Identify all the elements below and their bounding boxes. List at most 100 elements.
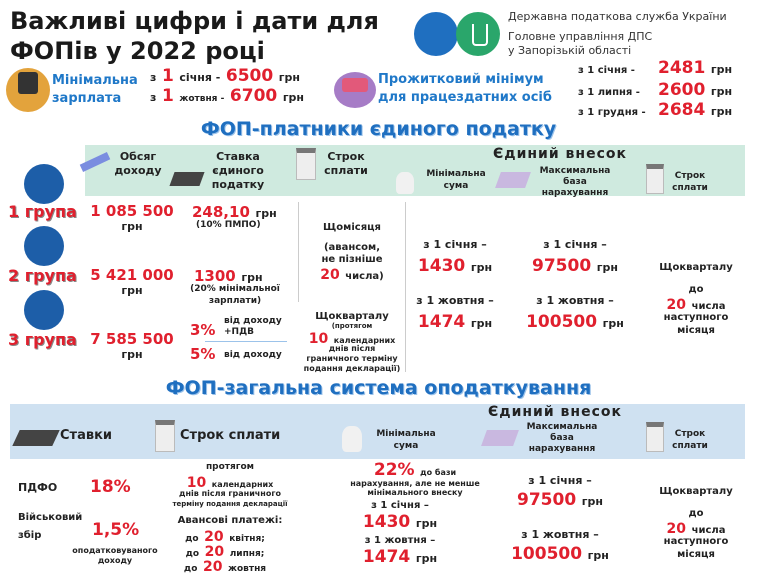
esv-max-date-1: з 1 січня –	[543, 238, 607, 251]
military-note-2: доходу	[97, 556, 133, 565]
esv-min-date-2: з 1 жовтня –	[416, 294, 494, 307]
date: з 1 грудня -	[578, 107, 646, 118]
value: 6500	[225, 66, 274, 86]
unit: грн	[710, 63, 733, 76]
value: 2600	[658, 80, 706, 100]
group-2-income-unit: грн	[121, 284, 143, 297]
note: числа	[691, 301, 726, 312]
value: 1474	[362, 547, 411, 567]
deadline-quarterly-note-1: (протягом	[331, 322, 373, 330]
deadline-line-1: протягом	[205, 462, 255, 472]
deadline-quarterly-days-row: 10 календарних	[300, 328, 404, 347]
deadline-monthly-note-2: не пізніше	[321, 254, 383, 265]
org-department: Головне управління ДПС	[508, 30, 653, 43]
header-max-base: Максимальна база нарахування	[539, 166, 611, 198]
team-people-icon	[24, 290, 64, 330]
unit: грн	[470, 317, 493, 330]
trident-logo-icon	[456, 12, 500, 56]
note: до бази	[420, 468, 457, 477]
esv-deadline-line-1: Щокварталу	[659, 262, 733, 273]
group-3-rate-2: 5%	[190, 345, 216, 363]
prefix: до	[183, 564, 198, 574]
cake-icon	[334, 72, 376, 108]
group-3-label: 3 група	[8, 330, 77, 349]
deadline-monthly-day-row: 20 числа)	[300, 264, 404, 283]
header-max-base: Максимальна база нарахування	[526, 422, 598, 454]
general-esv-deadline-line-5: місяця	[677, 549, 715, 560]
divider	[298, 202, 299, 302]
header-esv-deadline: Строк сплати	[672, 429, 708, 451]
group-3-income-unit: грн	[121, 348, 143, 361]
unit: грн	[581, 495, 603, 508]
calendar-icon	[646, 422, 664, 452]
group-2-label: 2 група	[8, 266, 77, 285]
wallet-icon	[6, 68, 50, 112]
deadline-line-4: терміну подання декларації	[172, 500, 288, 508]
calendar-icon	[296, 148, 316, 180]
deadline-quarterly-title: Щокварталу	[315, 311, 389, 322]
group-2-rate-note: (20% мінімальної зарплати)	[190, 284, 280, 306]
divider	[205, 341, 287, 342]
value: 1300	[194, 267, 236, 285]
max-value-1: 97500 грн	[500, 490, 620, 510]
general-section-title: ФОП-загальна система оподаткування	[165, 377, 592, 399]
subsistence-row-1: з 1 січня - 2481 грн	[578, 58, 732, 78]
group-1-rate-note: (10% ПМПО)	[196, 220, 261, 230]
esv-max-value-2: 100500 грн	[520, 312, 630, 332]
money-bag-icon	[342, 426, 362, 452]
unit: грн	[415, 517, 438, 530]
value: 1430	[417, 256, 466, 276]
org-region: у Запорізькій області	[508, 44, 632, 57]
day: 20	[202, 559, 223, 575]
value: 100500	[526, 312, 598, 332]
calendar-icon	[155, 420, 175, 452]
unit: грн	[255, 207, 277, 220]
day: 1	[161, 86, 174, 106]
min-note-2: нарахування, але не менше	[350, 479, 480, 488]
subsistence-label-2: для працездатних осіб	[378, 90, 552, 105]
value: 100500	[511, 544, 583, 564]
min-date-2: з 1 жовтня –	[364, 535, 436, 546]
subsistence-label-1: Прожитковий мінімум	[378, 72, 544, 87]
header-min-sum: Мінімальна сума	[376, 429, 436, 451]
month: липня;	[229, 549, 265, 559]
min-date-1: з 1 січня –	[371, 500, 429, 511]
org-name: Державна податкова служба України	[508, 10, 727, 23]
subsistence-row-3: з 1 грудня - 2684 грн	[578, 100, 732, 120]
min-value-1: 1430 грн	[340, 512, 460, 532]
esv-deadline-line-2: до	[688, 284, 704, 295]
group-3-rate-1: 3%	[190, 321, 216, 339]
prefix: з	[150, 91, 157, 104]
header-rate: Ставка єдиного податку	[211, 150, 265, 191]
esv-deadline-line-5: місяця	[677, 325, 715, 336]
deadline-quarterly-note-5: подання декларації)	[303, 364, 401, 373]
days: 10	[308, 331, 329, 347]
day: 20	[320, 267, 340, 283]
prefix: до	[185, 549, 200, 559]
advance-item-2: до 20 липня;	[170, 541, 280, 560]
header-esv: Єдиний внесок	[487, 404, 622, 420]
group-3-income: 7 585 500	[90, 330, 174, 348]
general-esv-deadline-line-4: наступного	[663, 536, 729, 547]
min-wage-label-2: зарплата	[52, 91, 122, 106]
divider	[405, 202, 406, 372]
logo-blue-circle	[414, 12, 458, 56]
value: 97500	[532, 256, 592, 276]
subsistence-row-2: з 1 липня - 2600 грн	[578, 80, 732, 100]
unit: грн	[415, 552, 438, 565]
header-esv: Єдиний внесок	[492, 146, 627, 162]
header-deadline: Строк сплати	[180, 428, 281, 443]
pdfo-label: ПДФО	[18, 481, 58, 494]
title-line-2: ФОПів у 2022 році	[10, 37, 265, 65]
deadline-quarterly-note-3: днів після	[328, 344, 376, 353]
deadline-monthly-title: Щомісяця	[323, 222, 381, 233]
esv-min-value-1: 1430 грн	[410, 256, 500, 276]
header-income: Обсяг доходу	[114, 150, 162, 177]
max-date-2: з 1 жовтня –	[521, 528, 599, 541]
esv-min-date-1: з 1 січня –	[423, 238, 487, 251]
calculator-icon	[12, 430, 60, 446]
deadline-days-row: 10 календарних	[160, 472, 300, 491]
group-1-label: 1 група	[8, 202, 77, 221]
min-wage-row-2: з 1 жотвня - 6700 грн	[150, 86, 304, 106]
value: 1474	[417, 312, 466, 332]
